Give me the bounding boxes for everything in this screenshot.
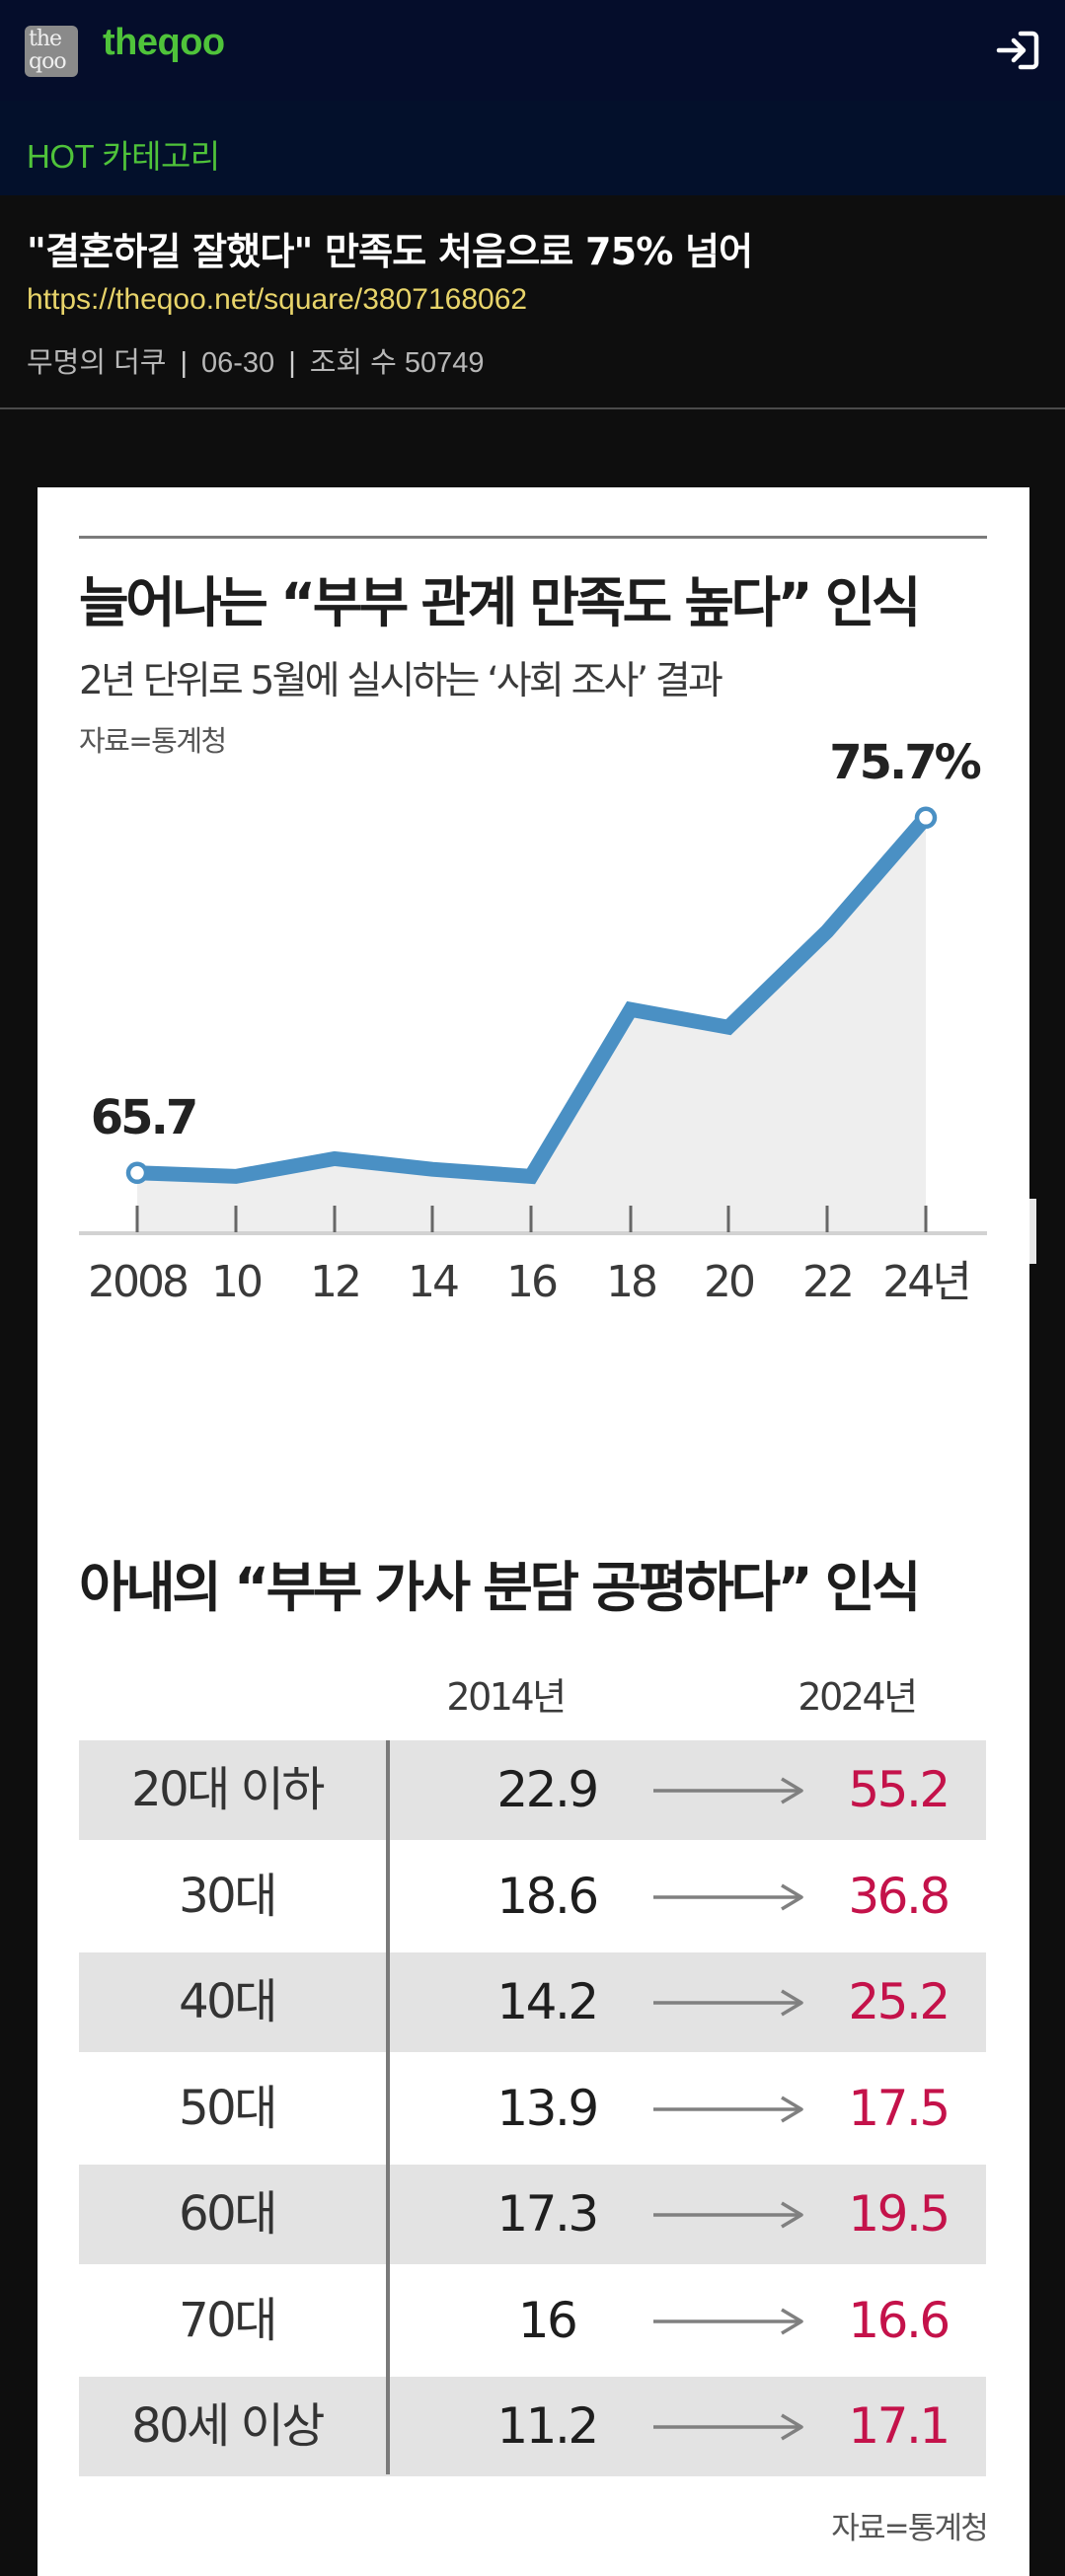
meta-separator: | bbox=[180, 347, 189, 379]
post-header: "결혼하길 잘했다" 만족도 처음으로 75% 넘어 https://theqo… bbox=[0, 195, 1065, 408]
value-2024: 19.5 bbox=[848, 2185, 951, 2243]
value-2024: 55.2 bbox=[848, 1761, 951, 1818]
category-bar: HOT 카테고리 bbox=[0, 101, 1065, 195]
post-url-link[interactable]: https://theqoo.net/square/3807168062 bbox=[27, 283, 528, 316]
x-tick-label: 2008 bbox=[88, 1257, 187, 1307]
data-point-marker bbox=[914, 806, 938, 830]
value-2024: 36.8 bbox=[848, 1867, 951, 1925]
top-navigation-bar: the qoo theqoo bbox=[0, 0, 1065, 101]
table-row: 60대 17.3 19.5 bbox=[79, 2165, 986, 2264]
table-divider-line bbox=[386, 1740, 390, 2474]
table-header-2024: 2024년 bbox=[798, 1675, 918, 1719]
value-2024: 16.6 bbox=[848, 2291, 951, 2349]
value-2014: 18.6 bbox=[496, 1867, 599, 1925]
data-point-marker bbox=[125, 1161, 149, 1185]
arrow-right-icon bbox=[653, 2095, 803, 2123]
value-2014: 16 bbox=[517, 2291, 578, 2349]
post-image-infographic: 늘어나는 “부부 관계 만족도 높다” 인식 2년 단위로 5월에 실시하는 ‘… bbox=[38, 487, 1029, 2576]
value-2014: 14.2 bbox=[496, 1973, 599, 2030]
value-2024: 17.5 bbox=[848, 2079, 951, 2137]
x-tick-label: 24년 bbox=[882, 1257, 968, 1307]
table-source: 자료=통계청 bbox=[831, 2511, 989, 2546]
scroll-indicator[interactable] bbox=[1029, 1199, 1036, 1264]
x-tick-label: 22 bbox=[802, 1257, 852, 1307]
table-row: 40대 14.2 25.2 bbox=[79, 1952, 986, 2052]
value-2024: 17.1 bbox=[848, 2397, 951, 2455]
x-tick-label: 14 bbox=[408, 1257, 458, 1307]
x-tick-label: 10 bbox=[211, 1257, 262, 1307]
x-tick-label: 20 bbox=[704, 1257, 754, 1307]
logo-mark-line-2: qoo bbox=[29, 49, 67, 74]
post-date: 06-30 bbox=[201, 347, 275, 379]
series-line bbox=[136, 812, 932, 1185]
age-group-label: 60대 bbox=[179, 2186, 277, 2242]
table-row: 70대 16 16.6 bbox=[79, 2271, 986, 2371]
data-label-end: 75.7% bbox=[829, 735, 980, 790]
arrow-right-icon bbox=[653, 1882, 803, 1911]
table-row: 50대 13.9 17.5 bbox=[79, 2059, 986, 2159]
table-row: 20대 이하 22.9 55.2 bbox=[79, 1740, 986, 1840]
login-icon[interactable] bbox=[995, 30, 1040, 71]
value-2014: 17.3 bbox=[496, 2185, 599, 2243]
post-title: "결혼하길 잘했다" 만족도 처음으로 75% 넘어 bbox=[27, 230, 753, 273]
site-logo-icon[interactable]: the qoo bbox=[25, 26, 78, 77]
age-group-label: 50대 bbox=[179, 2080, 277, 2136]
logo-mark-line-1: the bbox=[29, 27, 62, 51]
age-group-label: 30대 bbox=[179, 1868, 277, 1924]
table-row: 80세 이상 11.2 17.1 bbox=[79, 2377, 986, 2476]
post-author: 무명의 더쿠 bbox=[27, 347, 167, 379]
chart-title: 늘어나는 “부부 관계 만족도 높다” 인식 bbox=[79, 571, 922, 634]
arrow-right-icon bbox=[653, 2307, 803, 2335]
meta-separator: | bbox=[288, 347, 296, 379]
table-title: 아내의 “부부 가사 분담 공평하다” 인식 bbox=[79, 1556, 922, 1619]
chart-top-rule bbox=[79, 536, 987, 539]
arrow-right-icon bbox=[653, 1989, 803, 2017]
value-2014: 22.9 bbox=[496, 1761, 599, 1818]
age-group-label: 40대 bbox=[179, 1974, 277, 2029]
site-logo-text[interactable]: theqoo bbox=[103, 22, 225, 63]
x-tick-label: 18 bbox=[606, 1257, 655, 1307]
category-link[interactable]: HOT 카테고리 bbox=[27, 138, 220, 175]
value-2024: 25.2 bbox=[848, 1973, 951, 2030]
age-group-label: 80세 이상 bbox=[131, 2398, 325, 2454]
x-tick-label: 12 bbox=[310, 1257, 359, 1307]
table-header-2014: 2014년 bbox=[446, 1675, 567, 1719]
data-label-start: 65.7 bbox=[91, 1090, 195, 1145]
value-2014: 13.9 bbox=[496, 2079, 599, 2137]
post-meta: 무명의 더쿠 | 06-30 | 조회 수 50749 bbox=[27, 339, 485, 381]
post-views: 조회 수 50749 bbox=[309, 347, 485, 379]
chart-source: 자료=통계청 bbox=[79, 724, 227, 758]
age-group-label: 70대 bbox=[179, 2292, 277, 2348]
x-tick-label: 16 bbox=[506, 1257, 557, 1307]
value-2014: 11.2 bbox=[496, 2397, 599, 2455]
table-row: 30대 18.6 36.8 bbox=[79, 1847, 986, 1947]
age-group-label: 20대 이하 bbox=[131, 1762, 325, 1817]
chart-area-fill bbox=[137, 817, 926, 1234]
satisfaction-line-chart: 2008 10 12 14 16 18 20 22 24년 65.7 75.7% bbox=[79, 735, 987, 1307]
chart-subtitle: 2년 단위로 5월에 실시하는 ‘사회 조사’ 결과 bbox=[79, 659, 723, 703]
arrow-right-icon bbox=[653, 2413, 803, 2441]
arrow-right-icon bbox=[653, 2201, 803, 2229]
header-divider bbox=[0, 407, 1065, 409]
arrow-right-icon bbox=[653, 1777, 803, 1804]
